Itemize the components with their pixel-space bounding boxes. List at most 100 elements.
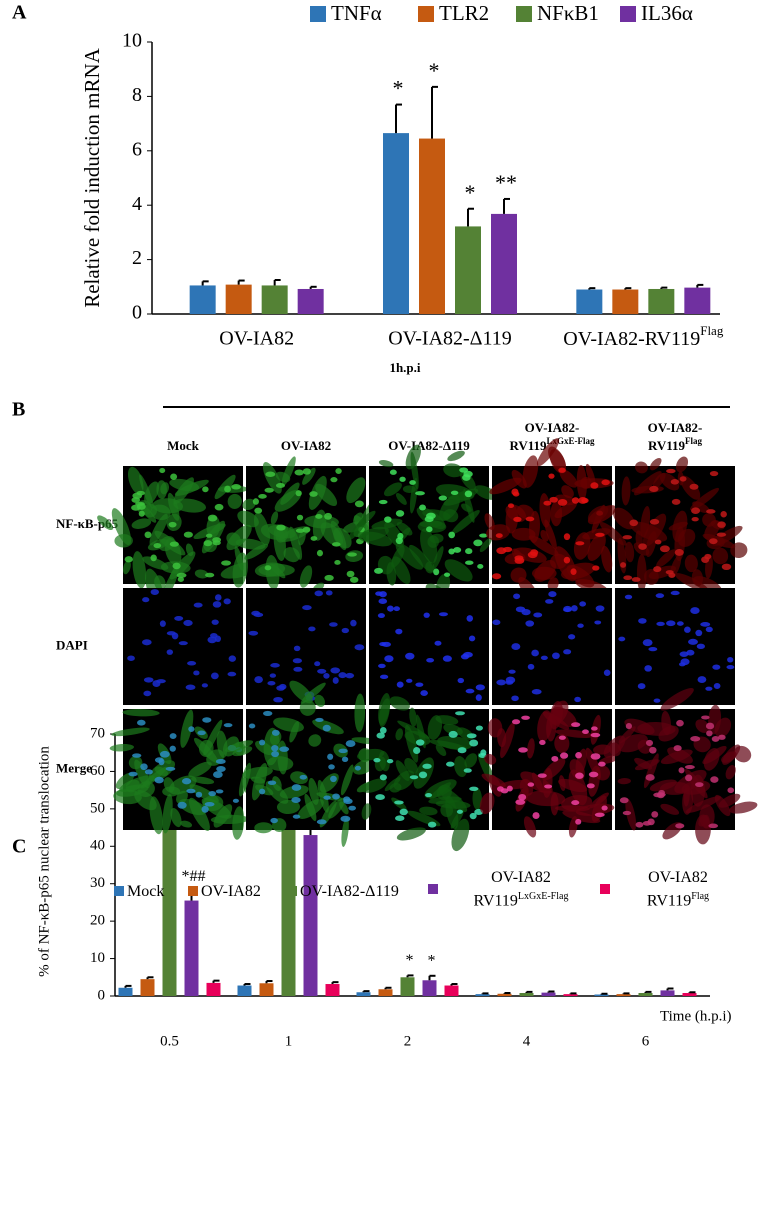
nucleus	[685, 774, 693, 782]
cell	[395, 543, 424, 570]
nucleus	[502, 546, 513, 553]
nucleus	[548, 591, 557, 598]
nucleus	[642, 639, 653, 647]
cell	[528, 535, 559, 556]
legend-item: OV-IA82-Δ119	[287, 882, 399, 901]
nucleus	[579, 601, 587, 607]
nucleus	[511, 719, 521, 725]
cell	[500, 722, 515, 759]
cell	[213, 804, 233, 828]
nucleus	[132, 753, 142, 758]
nucleus	[551, 755, 559, 762]
nucleus	[379, 727, 387, 734]
bar	[576, 289, 603, 314]
nucleus	[492, 573, 502, 580]
nucleus	[202, 717, 212, 723]
nucleus	[185, 684, 196, 690]
cell	[527, 738, 535, 759]
cell	[273, 524, 286, 562]
nucleus	[511, 695, 519, 702]
micrograph	[123, 588, 243, 705]
nucleus	[537, 773, 547, 778]
nucleus	[684, 626, 691, 633]
nucleus	[177, 576, 184, 582]
bar	[519, 993, 534, 996]
nucleus	[340, 815, 351, 822]
nucleus	[727, 656, 734, 663]
y-axis-label: Relative fold induction mRNA	[80, 47, 104, 307]
column-header: OV-IA82-Δ119	[388, 438, 470, 453]
cell	[685, 796, 722, 814]
nucleus	[571, 800, 580, 806]
significance-label: *	[393, 76, 404, 101]
significance-label: *	[428, 952, 436, 969]
y-tick-label: 70	[90, 725, 105, 741]
nucleus	[425, 792, 432, 798]
nucleus	[545, 599, 554, 604]
nucleus	[354, 644, 365, 651]
nucleus	[558, 467, 566, 473]
cell	[472, 787, 482, 810]
nucleus	[438, 612, 448, 617]
cell	[691, 569, 704, 587]
nucleus	[202, 486, 209, 493]
nucleus	[508, 669, 516, 674]
cell	[125, 779, 140, 793]
bar	[563, 994, 578, 996]
nucleus	[328, 764, 335, 770]
cell	[542, 711, 570, 730]
cell	[660, 803, 680, 815]
nucleus	[668, 572, 676, 578]
cell	[649, 779, 677, 792]
cell	[279, 785, 309, 799]
legend-swatch	[418, 6, 434, 22]
cell	[359, 526, 390, 542]
nucleus	[649, 485, 659, 493]
cell	[427, 715, 443, 740]
cell	[451, 510, 480, 535]
nucleus	[457, 747, 467, 754]
nucleus	[549, 496, 558, 503]
cell	[725, 765, 736, 780]
nucleus	[671, 498, 681, 505]
cell	[275, 471, 291, 483]
cell	[479, 537, 492, 553]
micrograph-bg	[123, 588, 243, 705]
bar	[118, 987, 133, 996]
bar	[455, 226, 481, 314]
nucleus	[475, 694, 482, 702]
cell	[601, 545, 613, 573]
nucleus	[717, 521, 726, 528]
cell	[587, 505, 609, 523]
nucleus	[438, 495, 448, 501]
legend-text: OV-IA82 RV119Flag	[633, 868, 723, 910]
nucleus	[267, 680, 276, 686]
nucleus	[649, 746, 657, 754]
cell	[115, 772, 135, 790]
column-header: RV119Flag	[648, 436, 703, 453]
nucleus	[543, 500, 552, 506]
micrograph	[603, 688, 758, 845]
legend-label: TLR2	[439, 1, 489, 25]
x-tick-label-sup: Flag	[700, 323, 724, 338]
nucleus	[137, 719, 146, 726]
nucleus	[154, 757, 164, 763]
cell	[718, 793, 741, 808]
nucleus	[653, 698, 661, 703]
significance-label: *	[406, 952, 414, 969]
nucleus	[507, 503, 515, 509]
legend-swatch	[600, 884, 610, 895]
cell	[111, 508, 132, 546]
nucleus	[378, 598, 388, 605]
nucleus	[477, 564, 484, 569]
y-tick-label: 4	[132, 193, 142, 215]
cell	[648, 565, 677, 579]
cell	[156, 480, 167, 500]
nucleus	[571, 722, 581, 728]
nucleus	[394, 800, 404, 805]
nucleus	[594, 620, 602, 625]
cell	[443, 463, 464, 478]
nucleus	[205, 533, 213, 538]
nucleus	[395, 628, 403, 635]
